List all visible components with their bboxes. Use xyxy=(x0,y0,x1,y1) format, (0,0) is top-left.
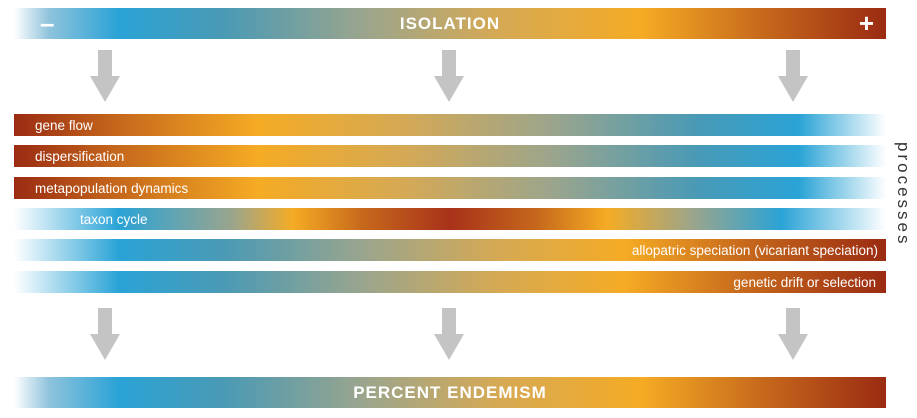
down-arrow-icon xyxy=(778,308,808,360)
process-bar-gene-flow: gene flow xyxy=(14,114,886,136)
processes-side-label: processes xyxy=(894,142,913,247)
process-label: dispersification xyxy=(35,148,125,164)
down-arrow-icon xyxy=(90,50,120,102)
process-label: genetic drift or selection xyxy=(733,274,876,290)
process-bar-dispersification: dispersification xyxy=(14,145,886,167)
down-arrow-icon xyxy=(434,308,464,360)
process-label: gene flow xyxy=(35,117,93,133)
process-label: metapopulation dynamics xyxy=(35,180,189,196)
percent-endemism-title: PERCENT ENDEMISM xyxy=(353,382,547,402)
process-label: allopatric speciation (vicariant speciat… xyxy=(631,242,878,258)
process-bar-metapopulation-dynamics: metapopulation dynamics xyxy=(14,177,886,199)
down-arrow-icon xyxy=(778,50,808,102)
percent-endemism-gradient-bar: PERCENT ENDEMISM xyxy=(14,377,886,408)
plus-sign: + xyxy=(858,8,874,38)
process-bar-genetic-drift: genetic drift or selection xyxy=(14,271,886,293)
down-arrow-icon xyxy=(434,50,464,102)
isolation-gradient-bar: – ISOLATION + xyxy=(14,8,886,39)
process-bar-allopatric-speciation: allopatric speciation (vicariant speciat… xyxy=(14,239,886,261)
minus-sign: – xyxy=(40,8,55,38)
isolation-title: ISOLATION xyxy=(399,13,501,33)
process-label: taxon cycle xyxy=(80,211,148,227)
process-bar-taxon-cycle: taxon cycle xyxy=(14,208,886,230)
down-arrow-icon xyxy=(90,308,120,360)
